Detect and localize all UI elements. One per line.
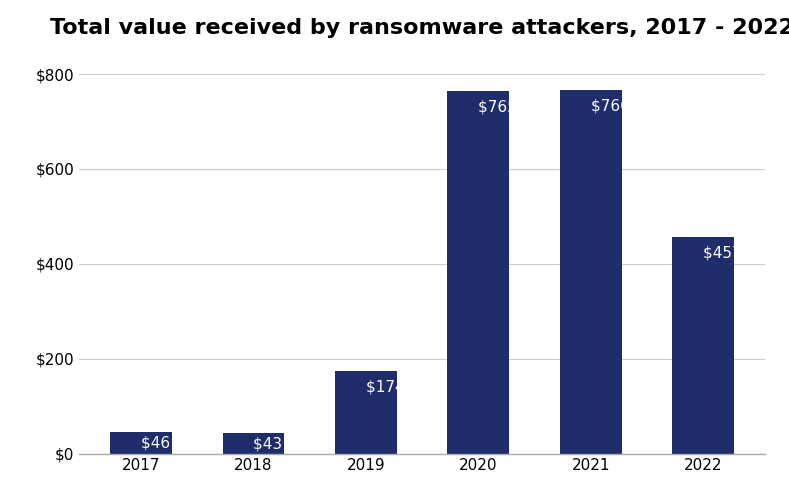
Bar [335, 371, 397, 454]
Bar [222, 433, 284, 454]
Bar [110, 432, 172, 454]
Text: $766 M: $766 M [591, 99, 648, 114]
Text: $43 M: $43 M [253, 437, 301, 452]
Bar [672, 237, 734, 454]
Text: $46 M: $46 M [141, 435, 188, 451]
Title: Total value received by ransomware attackers, 2017 - 2022: Total value received by ransomware attac… [50, 18, 789, 38]
Bar [560, 90, 622, 454]
Bar [447, 91, 509, 454]
Text: $174 M: $174 M [366, 380, 423, 395]
Text: $457 M: $457 M [703, 245, 760, 261]
Text: $765 M: $765 M [478, 99, 535, 114]
